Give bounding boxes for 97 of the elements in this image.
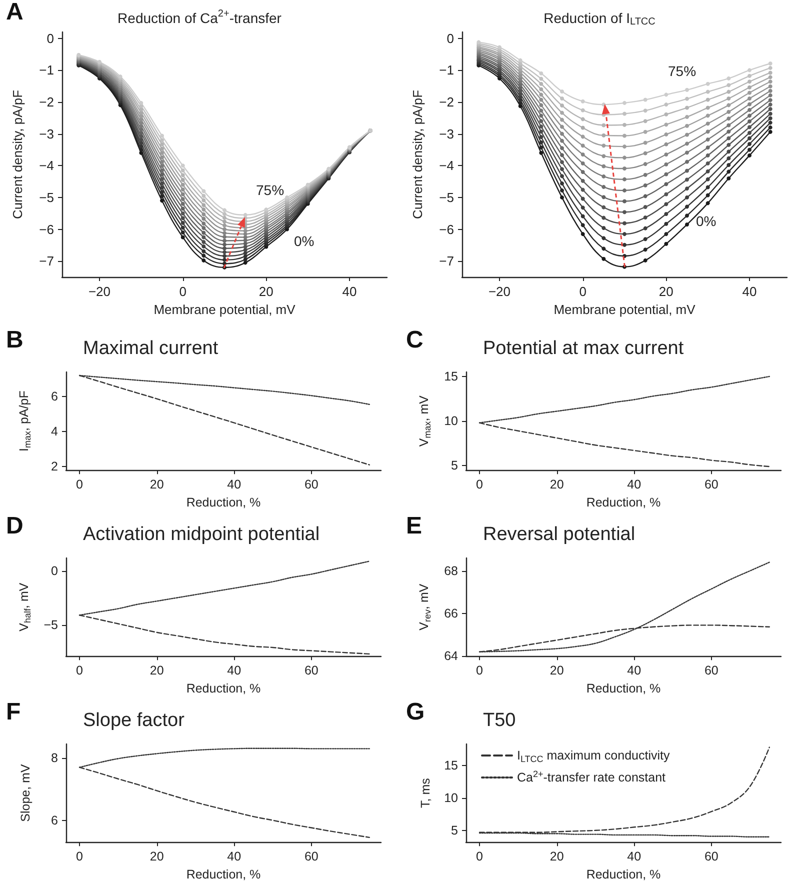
x-tick-label: 60 [304, 478, 318, 492]
x-tick-label: 60 [304, 664, 318, 678]
x-tick-label: −20 [488, 284, 511, 299]
y-tick-label: 4 [51, 424, 58, 439]
x-tick-label: 40 [227, 478, 242, 492]
y-tick-label: −1 [439, 62, 454, 78]
x-tick-label: 20 [258, 284, 274, 299]
y-tick-label: 68 [444, 564, 458, 578]
x-tick-label: 20 [150, 478, 164, 492]
y-tick-label: −7 [39, 254, 54, 269]
chart-title: T50 [483, 710, 516, 731]
text: C [406, 326, 424, 354]
y-tick-label: −5 [44, 618, 58, 632]
x-tick-label: 40 [227, 664, 242, 678]
x-tick-label: 40 [742, 284, 757, 299]
x-tick-label: 40 [627, 664, 642, 678]
x-tick-label: 20 [550, 478, 564, 492]
y-axis-title: Slope, mV [18, 764, 32, 822]
y-tick-label: 10 [444, 790, 458, 805]
x-tick-label: 0 [476, 478, 484, 492]
annotation: 0% [294, 233, 314, 249]
x-tick-label: 20 [550, 664, 564, 678]
y-axis-title: Vrev, mV [417, 583, 432, 630]
x-tick-label: 0 [179, 284, 186, 299]
y-tick-label: 0 [51, 564, 58, 578]
y-tick-label: −2 [39, 94, 54, 110]
y-tick-label: 0 [446, 30, 454, 46]
x-tick-label: 20 [658, 284, 674, 299]
y-tick-label: 6 [51, 390, 58, 404]
x-tick-label: 20 [150, 850, 164, 864]
x-tick-label: 0 [76, 664, 84, 678]
y-tick-label: −6 [439, 222, 454, 237]
y-tick-label: −4 [439, 158, 454, 174]
annotation: 0% [696, 213, 716, 229]
x-axis-title: Reduction, % [186, 868, 261, 882]
y-axis-title: Vhalf, mV [17, 582, 32, 632]
chart-title: Slope factor [83, 710, 186, 731]
y-tick-label: −4 [39, 158, 54, 174]
y-tick-label: 5 [451, 458, 458, 473]
text: F [6, 698, 21, 726]
y-axis-title: Current density, pA/pF [10, 90, 25, 220]
x-tick-label: −20 [88, 284, 111, 299]
y-tick-label: 8 [51, 751, 58, 766]
y-tick-label: 6 [51, 813, 58, 828]
chart-title: Potential at max current [483, 338, 684, 359]
y-tick-label: −5 [39, 190, 54, 205]
chart-title: Reversal potential [483, 524, 636, 545]
annotation: 75% [668, 63, 696, 79]
y-tick-label: 5 [451, 823, 458, 838]
x-tick-label: 40 [627, 850, 642, 864]
text: E [406, 512, 422, 540]
y-tick-label: −3 [439, 126, 454, 142]
x-tick-label: 0 [476, 664, 484, 678]
chart-title: Maximal current [83, 338, 219, 359]
y-tick-label: 0 [46, 30, 54, 46]
text: A [6, 0, 24, 26]
x-axis-title: Reduction, % [186, 496, 261, 510]
x-tick-label: 60 [704, 478, 718, 492]
x-axis-title: Membrane potential, mV [154, 302, 296, 317]
y-tick-label: 2 [51, 460, 58, 474]
y-tick-label: −2 [439, 94, 454, 110]
x-axis-title: Reduction, % [186, 682, 261, 696]
text: G [406, 698, 425, 726]
x-axis-title: Membrane potential, mV [554, 302, 696, 317]
x-tick-label: 0 [476, 850, 484, 864]
text: B [6, 326, 24, 354]
x-tick-label: 60 [704, 664, 718, 678]
y-tick-label: −1 [39, 62, 54, 78]
y-tick-label: 15 [444, 758, 458, 772]
x-axis-title: Reduction, % [586, 682, 661, 696]
y-axis-title: Current density, pA/pF [410, 90, 425, 220]
y-tick-label: −7 [439, 254, 454, 269]
chart-title: Activation midpoint potential [83, 524, 320, 545]
x-tick-label: 40 [342, 284, 357, 299]
x-tick-label: 20 [550, 850, 564, 864]
y-axis-title: T, ms [418, 778, 432, 808]
text: D [6, 512, 24, 540]
x-axis-title: Reduction, % [586, 496, 661, 510]
x-tick-label: 60 [304, 850, 318, 864]
x-tick-label: 0 [76, 478, 84, 492]
x-tick-label: 20 [150, 664, 164, 678]
y-tick-label: 66 [444, 606, 458, 620]
y-tick-label: 64 [444, 649, 458, 664]
x-tick-label: 40 [627, 478, 642, 492]
y-axis-title: Vmax, mV [417, 394, 432, 447]
y-axis-title: Imax, pA/pF [17, 390, 32, 452]
x-tick-label: 0 [76, 850, 84, 864]
y-tick-label: 15 [444, 369, 458, 384]
x-axis-title: Reduction, % [586, 868, 661, 882]
x-tick-label: 60 [704, 850, 718, 864]
y-tick-label: −3 [39, 126, 54, 142]
y-tick-label: −5 [439, 190, 454, 205]
x-tick-label: 40 [227, 850, 242, 864]
annotation: 75% [256, 182, 284, 198]
y-tick-label: −6 [39, 222, 54, 237]
x-tick-label: 0 [579, 284, 586, 299]
y-tick-label: 10 [444, 414, 458, 428]
